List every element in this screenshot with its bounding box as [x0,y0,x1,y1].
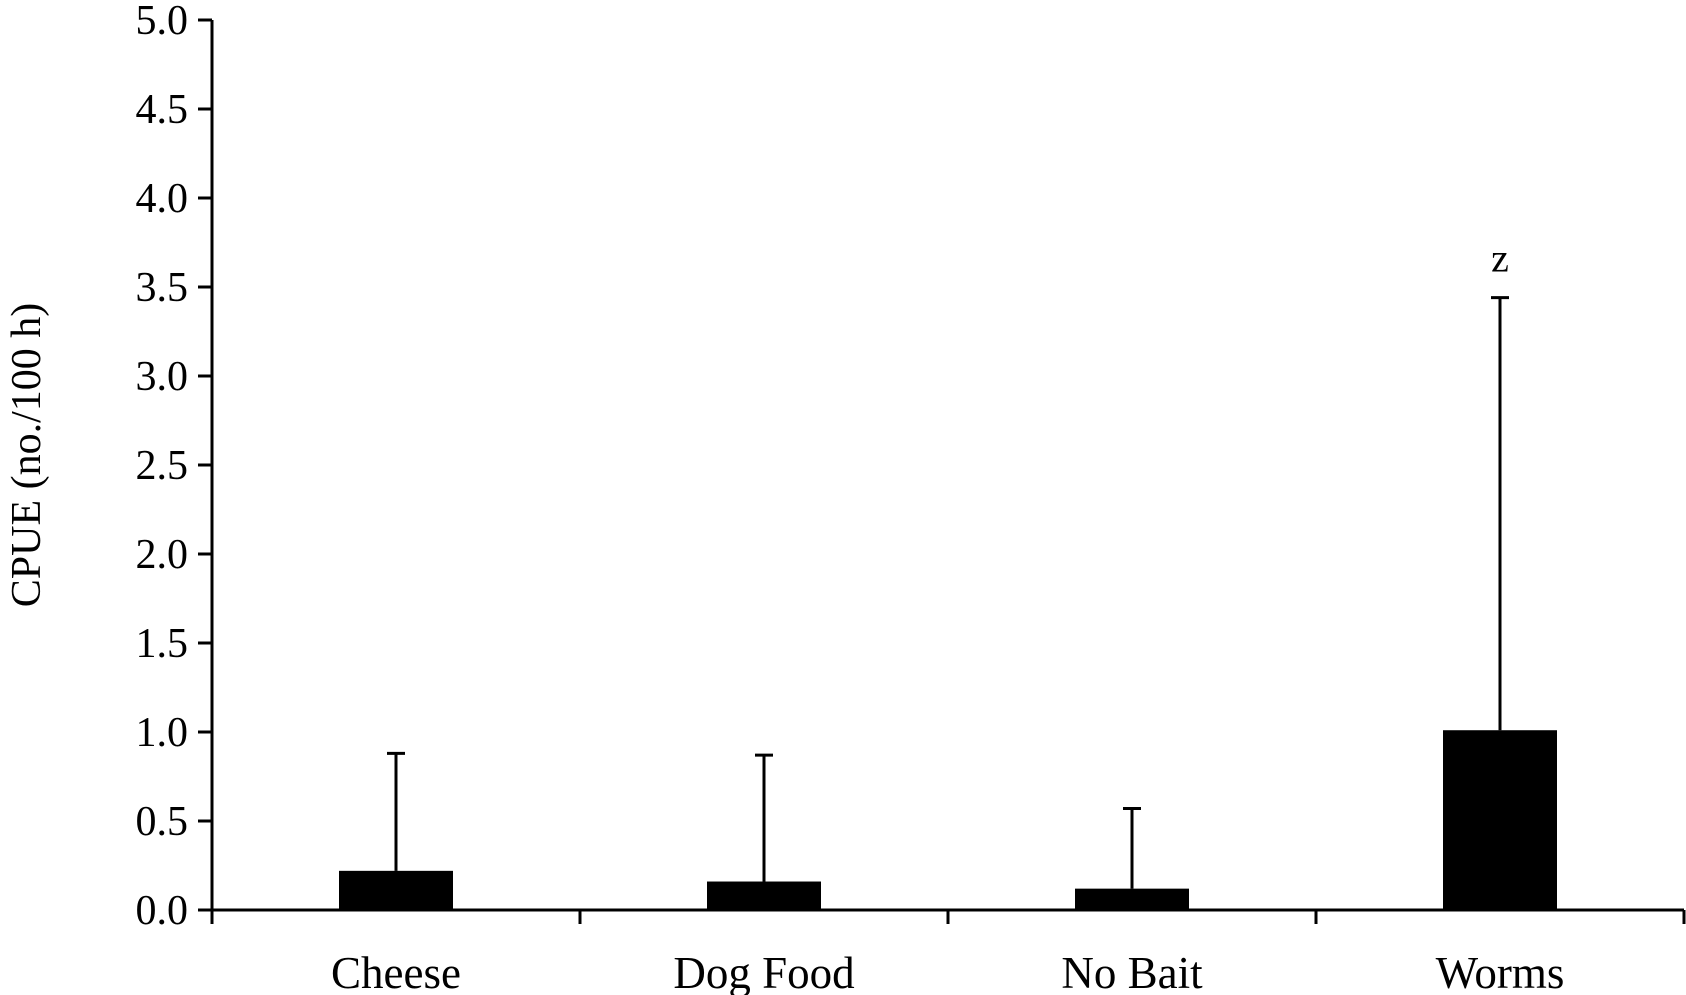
bar [339,870,453,910]
y-tick-label: 1.0 [136,710,189,756]
y-tick-label: 2.5 [136,443,189,489]
y-tick-label: 4.0 [136,176,189,222]
y-tick-label: 3.0 [136,354,189,400]
y-tick-label: 1.5 [136,621,189,667]
significance-annotation: z [1491,236,1509,281]
y-tick-label: 4.5 [136,87,189,133]
y-axis-title: CPUE (no./100 h) [4,303,50,608]
x-category-label: No Bait [1061,948,1203,995]
x-category-label: Cheese [331,948,461,995]
y-tick-label: 0.0 [136,888,189,934]
y-tick-label: 3.5 [136,265,189,311]
y-tick-label: 5.0 [136,0,189,44]
y-tick-label: 0.5 [136,799,189,845]
bar [1075,888,1189,910]
bar [1443,730,1557,910]
x-category-label: Dog Food [673,948,854,995]
x-category-label: Worms [1436,948,1565,995]
bar [707,881,821,910]
y-tick-label: 2.0 [136,532,189,578]
